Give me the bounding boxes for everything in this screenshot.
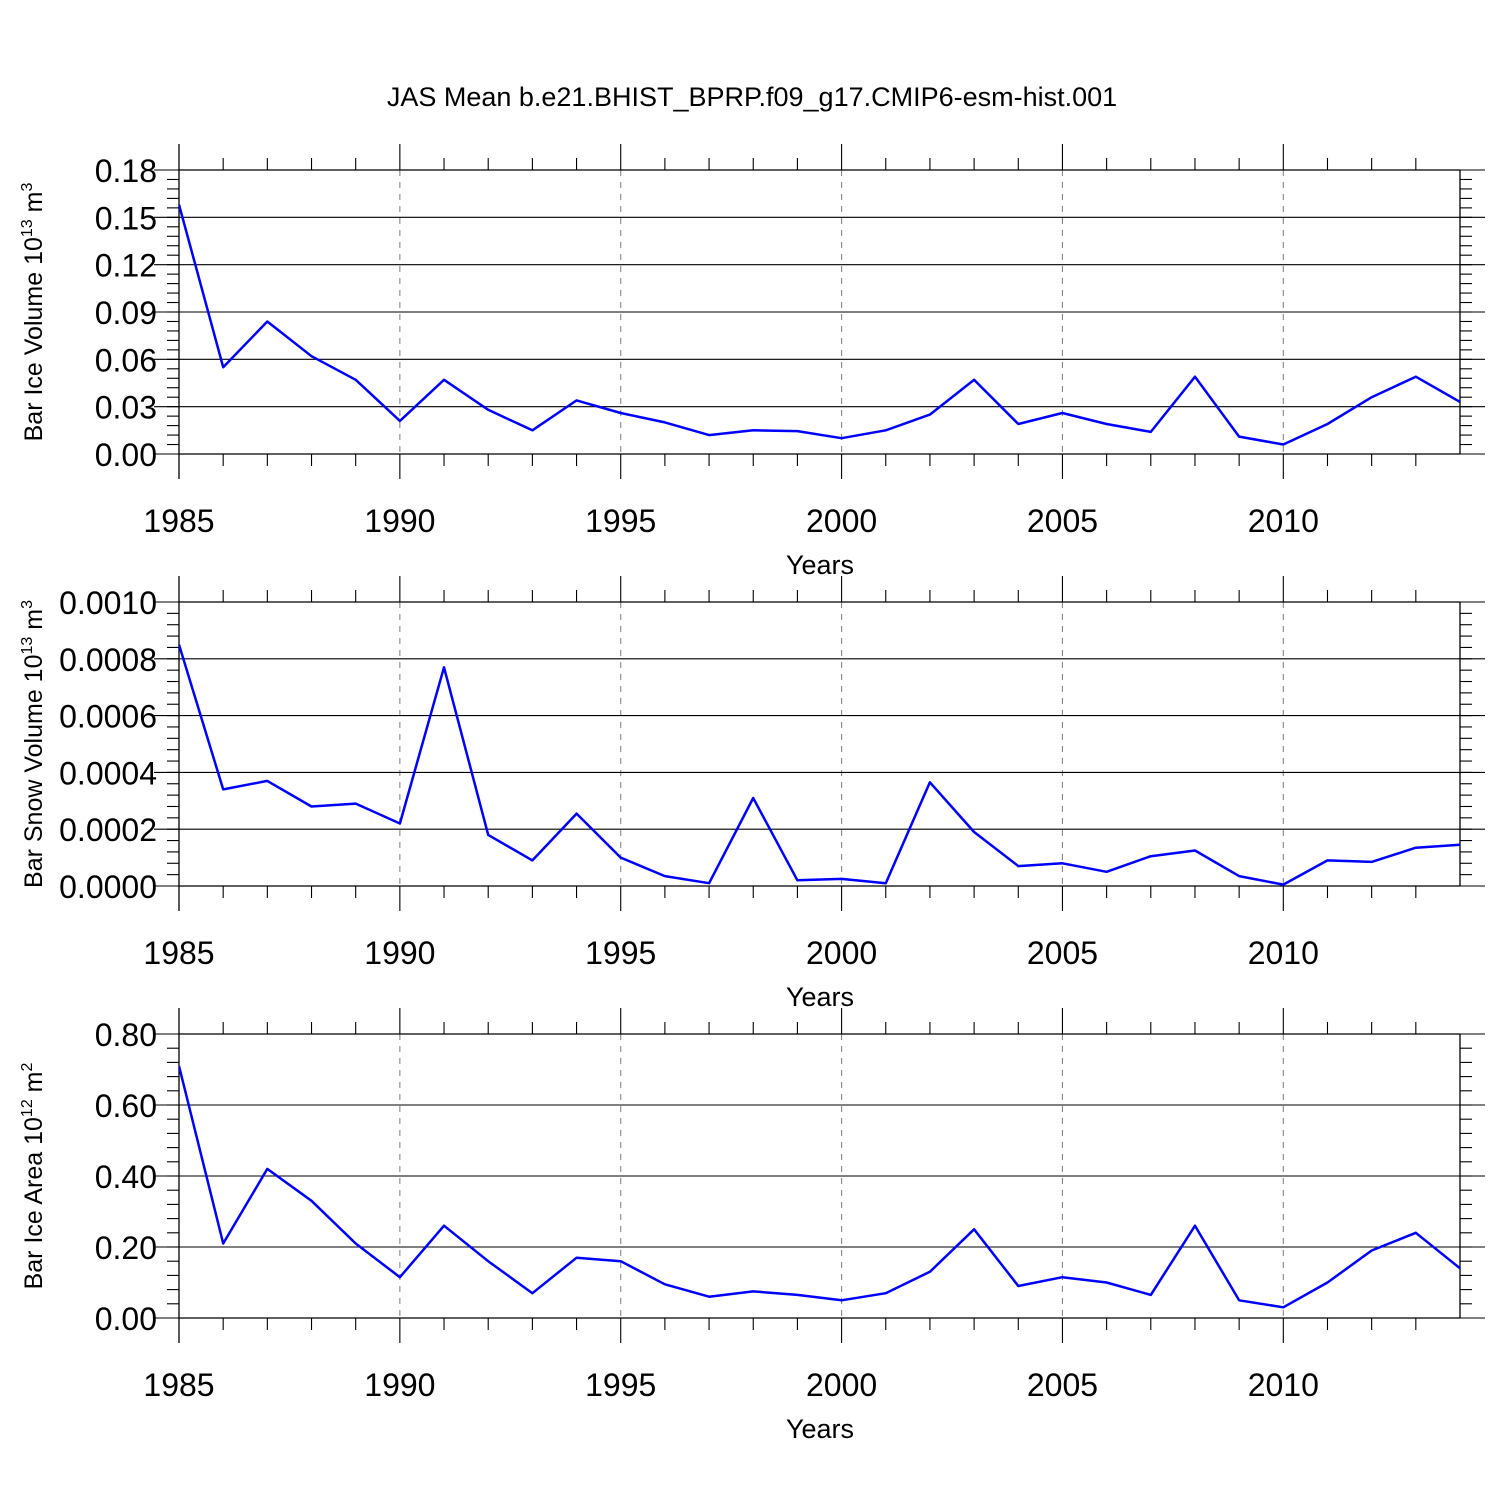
x-tick-label-1990: 1990	[364, 935, 435, 971]
y-tick-label: 0.06	[95, 342, 157, 378]
x-tick-label-2005: 2005	[1027, 1367, 1098, 1403]
series-line-1	[179, 204, 1460, 446]
x-tick-label-2000: 2000	[806, 935, 877, 971]
y-tick-label: 0.0008	[59, 642, 157, 678]
chart-panel-2: 1985 1990 1995 2000 2005 2010 Years 0.0000 0.000…	[19, 576, 1485, 1012]
x-tick-label-1995: 1995	[585, 935, 656, 971]
y-tick-label: 0.15	[95, 200, 157, 236]
y-tick-label: 0.00	[95, 437, 157, 473]
y-tick-label: 0.0002	[59, 812, 157, 848]
x-tick-label-2005: 2005	[1027, 935, 1098, 971]
x-axis-label: Years	[786, 1414, 854, 1444]
x-tick-label-1990: 1990	[364, 503, 435, 539]
y-tick-label: 0.00	[95, 1301, 157, 1337]
series-line-1	[179, 1065, 1460, 1309]
x-tick-label-1985: 1985	[143, 1367, 214, 1403]
y-tick-label: 0.80	[95, 1017, 157, 1053]
y-tick-label: 0.40	[95, 1159, 157, 1195]
y-tick-label: 0.09	[95, 295, 157, 331]
x-axis-label: Years	[786, 550, 854, 580]
x-tick-label-2000: 2000	[806, 503, 877, 539]
x-tick-label-2010: 2010	[1248, 1367, 1319, 1403]
x-axis-label: Years	[786, 982, 854, 1012]
y-tick-label: 0.0010	[59, 585, 157, 621]
x-tick-label-2005: 2005	[1027, 503, 1098, 539]
series-line-1	[179, 644, 1460, 886]
y-axis-label: Bar Snow Volume 1013 m3	[19, 600, 48, 888]
panels-group: 1985 1990 1995 2000 2005 2010 Years 0.00 0.03 0.0…	[19, 144, 1485, 1444]
x-tick-label-1985: 1985	[143, 503, 214, 539]
x-tick-label-1995: 1995	[585, 503, 656, 539]
x-tick-label-1990: 1990	[364, 1367, 435, 1403]
x-tick-label-2010: 2010	[1248, 935, 1319, 971]
y-tick-label: 0.20	[95, 1230, 157, 1266]
y-tick-label: 0.0006	[59, 699, 157, 735]
y-tick-label: 0.60	[95, 1088, 157, 1124]
y-tick-label: 0.03	[95, 390, 157, 426]
x-tick-label-2000: 2000	[806, 1367, 877, 1403]
x-tick-label-1995: 1995	[585, 1367, 656, 1403]
y-tick-label: 0.12	[95, 248, 157, 284]
y-axis-label: Bar Ice Area 1012 m2	[19, 1063, 48, 1290]
y-tick-label: 0.0004	[59, 755, 157, 791]
figure-title: JAS Mean b.e21.BHIST_BPRP.f09_g17.CMIP6-…	[387, 82, 1117, 112]
y-tick-label: 0.0000	[59, 869, 157, 905]
chart-panel-1: 1985 1990 1995 2000 2005 2010 Years 0.00 0.03 0.0…	[19, 144, 1485, 580]
x-tick-label-2010: 2010	[1248, 503, 1319, 539]
y-axis-label: Bar Ice Volume 1013 m3	[19, 183, 48, 442]
x-tick-label-1985: 1985	[143, 935, 214, 971]
chart-panel-3: 1985 1990 1995 2000 2005 2010 Years 0.00 0.20 0.4…	[19, 1008, 1485, 1444]
y-tick-label: 0.18	[95, 153, 157, 189]
